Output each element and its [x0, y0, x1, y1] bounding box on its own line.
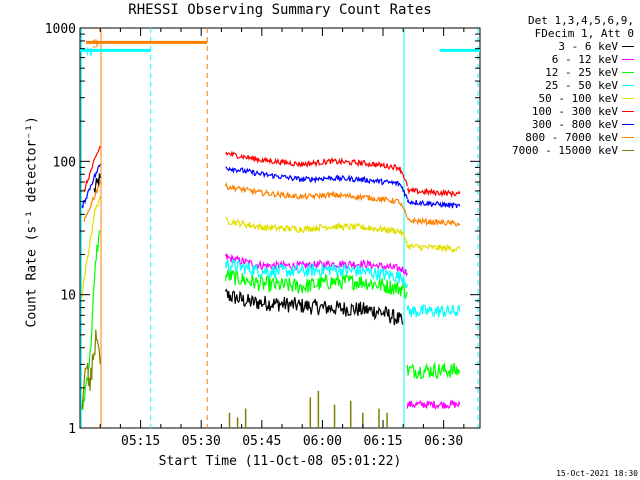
series-1-segment-1 [406, 399, 461, 410]
series-8-segment-0 [81, 329, 101, 409]
legend-entry-6: 300 - 800 keV [512, 118, 634, 131]
legend-entry-7: 800 - 7000 keV [512, 131, 634, 144]
legend-entry-3: 25 - 50 keV [512, 79, 634, 92]
series-5 [83, 145, 461, 198]
legend-label-5: 100 - 300 keV [531, 105, 618, 118]
legend-label-6: 300 - 800 keV [531, 118, 618, 131]
legend-entry-0: 3 - 6 keV [512, 40, 634, 53]
interval-label-1: N [86, 45, 93, 58]
series-7 [83, 181, 461, 227]
series-3 [224, 258, 461, 318]
legend-label-3: 25 - 50 keV [545, 79, 618, 92]
series-4 [81, 195, 461, 298]
y-tick-label-1: 10 [60, 289, 76, 304]
legend-entry-4: 50 - 100 keV [512, 92, 634, 105]
x-tick-label-1: 05:30 [182, 434, 221, 449]
series-3-segment-0 [224, 258, 408, 289]
legend-swatch-7 [622, 137, 634, 138]
series-2-segment-1 [224, 268, 408, 300]
legend-swatch-4 [622, 98, 634, 99]
series-6-segment-2 [406, 198, 461, 209]
interval-label-0: S [92, 37, 99, 50]
legend-label-7: 800 - 7000 keV [525, 131, 618, 144]
series-2 [81, 230, 461, 411]
x-tick-label-3: 06:00 [303, 434, 342, 449]
legend-swatch-5 [622, 111, 634, 112]
y-tick-label-3: 1000 [45, 22, 76, 37]
x-tick-label-0: 05:15 [121, 434, 160, 449]
legend-swatch-2 [622, 72, 634, 73]
series-7-segment-0 [83, 181, 101, 223]
series-2-segment-2 [406, 361, 461, 380]
x-tick-label-2: 05:45 [242, 434, 281, 449]
legend-swatch-0 [622, 46, 634, 47]
legend-entry-5: 100 - 300 keV [512, 105, 634, 118]
y-tick-label-2: 100 [53, 155, 76, 170]
y-tick-label-0: 1 [68, 422, 76, 437]
chart-title: RHESSI Observing Summary Count Rates [128, 2, 432, 18]
legend-header-detectors: Det 1,3,4,5,6,9, [528, 14, 634, 27]
legend-swatch-6 [622, 124, 634, 125]
generation-timestamp: 15-Oct-2021 18:30 [556, 469, 638, 478]
series-5-segment-0 [83, 145, 101, 193]
legend-header-decimation: FDecim 1, Att 0 [534, 27, 634, 40]
series-0-segment-0 [93, 173, 101, 193]
series-0 [93, 173, 404, 326]
series-4-segment-1 [225, 216, 408, 246]
legend-label-2: 12 - 25 keV [545, 66, 618, 79]
legend-label-4: 50 - 100 keV [538, 92, 618, 105]
legend-entry-1: 6 - 12 keV [512, 53, 634, 66]
legend-swatch-8 [622, 150, 634, 151]
series-4-segment-2 [406, 242, 461, 254]
legend-entry-2: 12 - 25 keV [512, 66, 634, 79]
series-7-segment-1 [224, 181, 408, 218]
x-axis-label: Start Time (11-Oct-08 05:01:22) [158, 454, 402, 469]
legend-label-1: 6 - 12 keV [551, 53, 618, 66]
legend-entry-8: 7000 - 15000 keV [512, 144, 634, 157]
series-8 [81, 329, 388, 428]
legend: Det 1,3,4,5,6,9, FDecim 1, Att 0 3 - 6 k… [512, 14, 634, 157]
x-tick-label-5: 06:30 [424, 434, 463, 449]
legend-entries: 3 - 6 keV 6 - 12 keV 12 - 25 keV 25 - 50 ke… [512, 40, 634, 157]
plot-frame [79, 27, 481, 429]
series-5-segment-1 [225, 150, 408, 187]
series-2-segment-0 [81, 230, 101, 411]
legend-label-8: 7000 - 15000 keV [512, 144, 618, 157]
legend-swatch-1 [622, 59, 634, 60]
series-7-segment-2 [406, 216, 461, 227]
legend-label-0: 3 - 6 keV [558, 40, 618, 53]
series-6-segment-1 [225, 166, 408, 200]
series-6 [81, 164, 461, 209]
series-5-segment-2 [406, 186, 461, 198]
y-axis-label: Count Rate (s⁻¹ detector⁻¹) [24, 116, 40, 328]
series-0-segment-1 [224, 288, 404, 326]
series-3-segment-1 [406, 304, 461, 318]
x-tick-label-4: 06:15 [363, 434, 402, 449]
series-4-segment-0 [81, 195, 101, 298]
legend-swatch-3 [622, 85, 634, 86]
